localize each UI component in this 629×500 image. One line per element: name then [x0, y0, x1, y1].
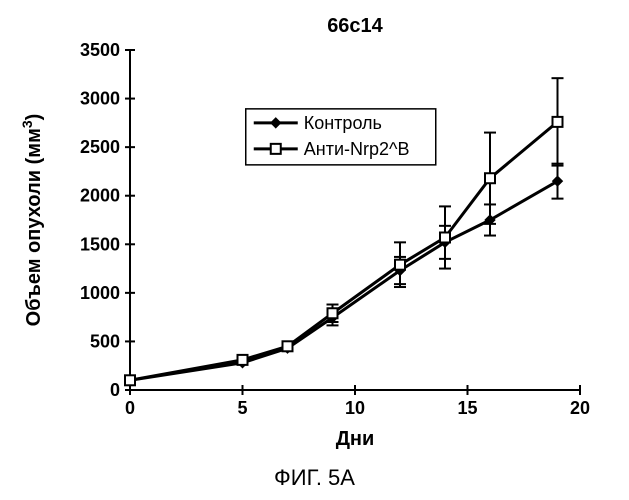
y-tick-label: 3000 [80, 89, 120, 109]
y-tick-label: 500 [90, 331, 120, 351]
x-tick-label: 20 [570, 398, 590, 418]
figure-caption: ФИГ. 5A [274, 465, 355, 490]
marker-square [328, 308, 338, 318]
chart-title: 66c14 [327, 15, 383, 37]
x-tick-label: 0 [125, 398, 135, 418]
y-tick-label: 2000 [80, 186, 120, 206]
y-tick-label: 1500 [80, 234, 120, 254]
marker-square [238, 355, 248, 365]
marker-diamond [271, 118, 281, 128]
chart-container: 66c14 0 5 10 15 20 0 500 1000 1500 2000 2500 3000 350… [0, 0, 629, 500]
marker-square [271, 144, 281, 154]
marker-square [440, 232, 450, 242]
marker-square [485, 173, 495, 183]
x-tick-label: 15 [457, 398, 477, 418]
x-axis-label: Дни [336, 428, 375, 450]
marker-square [395, 260, 405, 270]
chart-svg: 66c14 0 5 10 15 20 0 500 1000 1500 2000 2500 3000 350… [0, 0, 629, 500]
legend-label-1: Анти-Nrp2^B [304, 139, 410, 159]
series-line [130, 122, 558, 380]
marker-square [283, 341, 293, 351]
marker-square [553, 117, 563, 127]
y-tick-label: 3500 [80, 40, 120, 60]
legend-label-0: Контроль [304, 113, 382, 133]
y-tick-label: 1000 [80, 283, 120, 303]
marker-square [125, 375, 135, 385]
series-line [130, 181, 558, 380]
y-tick-label: 0 [110, 380, 120, 400]
y-axis-label: Объем опухоли (мм3) [19, 114, 45, 327]
x-tick-label: 5 [237, 398, 247, 418]
y-tick-label: 2500 [80, 137, 120, 157]
x-tick-label: 10 [345, 398, 365, 418]
